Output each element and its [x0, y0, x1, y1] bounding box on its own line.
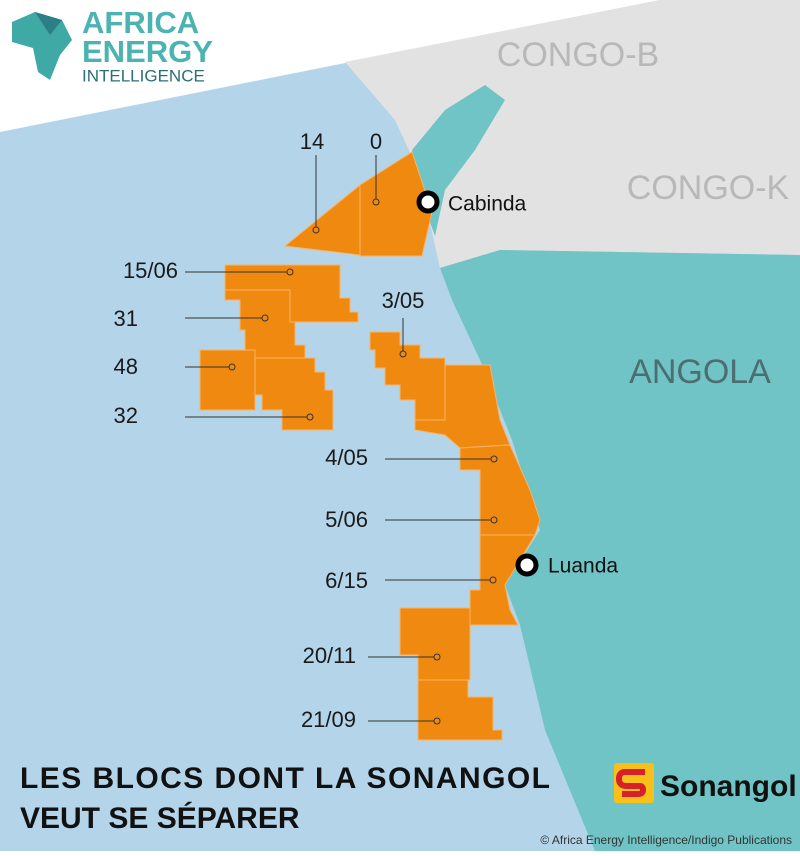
blocks — [199, 151, 541, 741]
logo-icon — [12, 12, 72, 80]
country-label: CONGO-B — [497, 36, 659, 74]
leader-dot — [286, 268, 294, 276]
leader-dot — [433, 653, 441, 661]
logo-text: AFRICA — [82, 5, 199, 40]
block — [417, 679, 503, 741]
leader-dot — [306, 413, 314, 421]
block-label: 5/06 — [325, 507, 368, 532]
title: VEUT SE SÉPARER — [20, 801, 300, 835]
block-label: 6/15 — [325, 568, 368, 593]
leader-dot — [490, 516, 498, 524]
leader-dot — [489, 576, 497, 584]
logo-icon — [35, 12, 62, 35]
block-label: 32 — [114, 403, 138, 428]
leader-dot — [490, 455, 498, 463]
block-label: 3/05 — [382, 288, 425, 313]
leader-dot — [399, 350, 407, 358]
block-label: 15/06 — [123, 258, 178, 283]
credit: © Africa Energy Intelligence/Indigo Publ… — [540, 833, 792, 847]
leader-dot — [312, 226, 320, 234]
block — [359, 151, 433, 257]
leader-dot — [433, 717, 441, 725]
country-label: CONGO-K — [627, 169, 790, 207]
block-label: 0 — [370, 129, 382, 154]
block-label: 21/09 — [301, 707, 356, 732]
brand-name: Sonangol — [660, 770, 797, 803]
city-marker — [416, 190, 440, 214]
brand-icon — [615, 769, 647, 797]
block — [254, 357, 334, 431]
block-label: 20/11 — [303, 643, 356, 668]
leader-dot — [228, 363, 236, 371]
country-label: ANGOLA — [629, 353, 771, 391]
congo-land — [345, 0, 800, 268]
city-marker — [515, 553, 539, 577]
leader-dot — [261, 314, 269, 322]
block-label: 4/05 — [325, 445, 368, 470]
leader-dot — [372, 198, 380, 206]
brand-logo: Sonangol — [614, 763, 797, 803]
title: LES BLOCS DONT LA SONANGOL — [20, 762, 550, 795]
city-label: Luanda — [548, 555, 618, 578]
city-label: Cabinda — [448, 193, 527, 216]
logo: AFRICA ENERGY INTELLIGENCE — [12, 5, 213, 85]
logo-text: ENERGY — [82, 34, 213, 69]
logo-text: INTELLIGENCE — [82, 66, 205, 85]
block — [369, 331, 446, 421]
block-label: 48 — [114, 354, 138, 379]
angola-land — [440, 250, 800, 851]
block — [199, 349, 256, 411]
leaders — [185, 155, 498, 725]
block — [414, 364, 511, 449]
block-label: 31 — [114, 306, 138, 331]
block-label: 14 — [300, 129, 324, 154]
